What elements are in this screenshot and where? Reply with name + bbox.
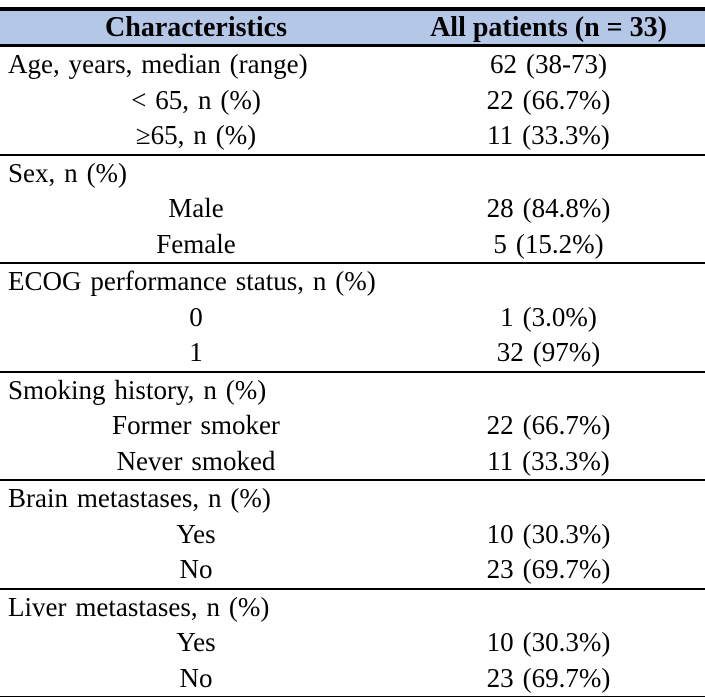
row-value: 10 (30.3%) [486, 627, 611, 658]
table-row: Former smoker 22 (66.7%) [0, 408, 705, 444]
row-label: < 65, n (%) [131, 84, 261, 115]
row-label: Yes [176, 518, 216, 549]
section-ecog: ECOG performance status, n (%) 0 1 (3.0%… [0, 264, 705, 373]
section-brain-metastases: Brain metastases, n (%) Yes 10 (30.3%) N… [0, 481, 705, 590]
table-row: No 23 (69.7%) [0, 661, 705, 697]
table-row: 0 1 (3.0%) [0, 300, 705, 336]
table-row: Female 5 (15.2%) [0, 227, 705, 263]
row-value: 28 (84.8%) [486, 193, 611, 224]
table-header-row: Characteristics All patients (n = 33) [0, 11, 705, 47]
row-value: 1 (3.0%) [500, 301, 597, 332]
table-row: Age, years, median (range) 62 (38-73) [0, 47, 705, 83]
table-row: < 65, n (%) 22 (66.7%) [0, 83, 705, 119]
row-value: 11 (33.3%) [487, 445, 610, 476]
row-label: No [179, 662, 213, 693]
row-label: Smoking history, n (%) [8, 374, 267, 405]
section-smoking: Smoking history, n (%) Former smoker 22 … [0, 373, 705, 481]
row-label: Sex, n (%) [8, 157, 128, 188]
row-value: 5 (15.2%) [493, 228, 604, 259]
row-label: Yes [176, 627, 216, 658]
patient-characteristics-table: Characteristics All patients (n = 33) Ag… [0, 7, 705, 697]
table-row: Smoking history, n (%) [0, 373, 705, 409]
row-label: ECOG performance status, n (%) [8, 266, 376, 297]
row-label: 0 [189, 301, 203, 332]
row-label: Age, years, median (range) [8, 49, 308, 80]
row-label: Never smoked [116, 445, 276, 476]
section-liver-metastases: Liver metastases, n (%) Yes 10 (30.3%) N… [0, 590, 705, 697]
table-row: Male 28 (84.8%) [0, 191, 705, 227]
row-value: 23 (69.7%) [486, 554, 611, 585]
row-label: Male [168, 193, 224, 224]
row-label: ≥65, n (%) [135, 120, 257, 151]
row-value: 32 (97%) [496, 337, 601, 368]
row-value: 22 (66.7%) [486, 410, 611, 441]
table-row: ≥65, n (%) 11 (33.3%) [0, 118, 705, 154]
row-label: Liver metastases, n (%) [8, 591, 270, 622]
table-row: Liver metastases, n (%) [0, 590, 705, 626]
table-row: Yes 10 (30.3%) [0, 625, 705, 661]
row-label: 1 [189, 337, 203, 368]
table-row: 1 32 (97%) [0, 335, 705, 371]
column-header-characteristics: Characteristics [105, 11, 287, 43]
row-label: Brain metastases, n (%) [8, 483, 271, 514]
table-row: No 23 (69.7%) [0, 552, 705, 588]
row-value: 11 (33.3%) [487, 120, 610, 151]
section-age: Age, years, median (range) 62 (38-73) < … [0, 47, 705, 156]
row-value: 10 (30.3%) [486, 518, 611, 549]
row-label: No [179, 554, 213, 585]
row-value: 22 (66.7%) [486, 84, 611, 115]
table-row: Sex, n (%) [0, 156, 705, 192]
row-value: 23 (69.7%) [486, 662, 611, 693]
row-value: 62 (38-73) [490, 49, 607, 80]
row-label: Female [156, 228, 236, 259]
table-row: Never smoked 11 (33.3%) [0, 444, 705, 480]
column-header-all-patients: All patients (n = 33) [430, 11, 667, 43]
table-row: Yes 10 (30.3%) [0, 517, 705, 553]
section-sex: Sex, n (%) Male 28 (84.8%) Female 5 (15.… [0, 156, 705, 264]
table-row: Brain metastases, n (%) [0, 481, 705, 517]
row-label: Former smoker [112, 410, 280, 441]
table-row: ECOG performance status, n (%) [0, 264, 705, 300]
